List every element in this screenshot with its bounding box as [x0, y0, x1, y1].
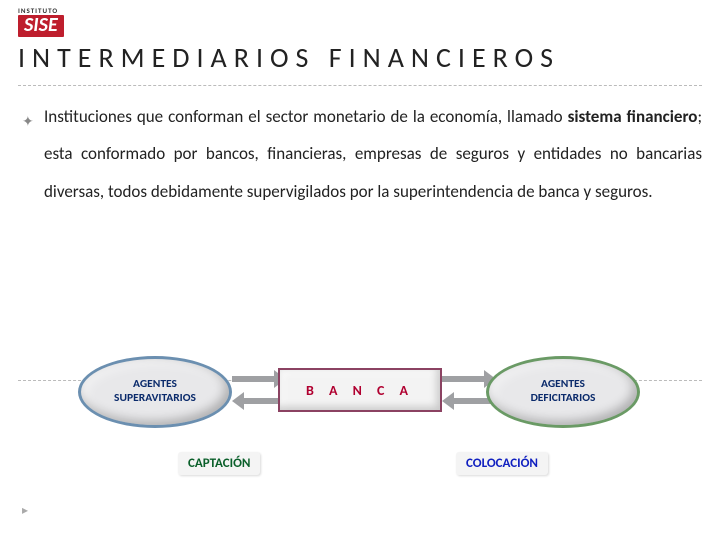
node-right-line2: DEFICITARIOS [531, 392, 596, 406]
footer-marker-icon: ▸ [22, 503, 28, 518]
paragraph-bold: sistema financiero [568, 106, 698, 127]
logo-main-text: SISE [18, 15, 64, 37]
arrow-right-to-center-head-icon [442, 392, 454, 410]
paragraph-pre: Instituciones que conforman el sector mo… [44, 106, 568, 127]
node-center-label: B A N C A [306, 382, 414, 399]
label-captacion: CAPTACIÓN [178, 452, 260, 475]
logo: INSTITUTO SISE [18, 6, 64, 37]
node-agentes-deficitarios: AGENTES DEFICITARIOS [486, 356, 640, 428]
node-right-line1: AGENTES [531, 378, 596, 392]
node-left-line1: AGENTES [114, 378, 196, 392]
body-paragraph: ✦ Instituciones que conforman el sector … [18, 98, 702, 381]
bullet-icon: ✦ [22, 107, 34, 138]
body-text: Instituciones que conforman el sector mo… [44, 98, 702, 210]
slide: INSTITUTO SISE INTERMEDIARIOS FINANCIERO… [0, 0, 720, 540]
arrow-center-to-left-head-icon [232, 392, 244, 410]
label-colocacion: COLOCACIÓN [456, 452, 548, 475]
arrow-center-to-right-bar [442, 376, 484, 382]
node-left-line2: SUPERAVITARIOS [114, 392, 196, 406]
node-agentes-superavitarios: AGENTES SUPERAVITARIOS [78, 356, 232, 428]
page-title: INTERMEDIARIOS FINANCIEROS [18, 40, 702, 86]
flow-diagram: AGENTES SUPERAVITARIOS B A N C A AGENTES… [0, 346, 720, 496]
node-banca: B A N C A [278, 368, 442, 412]
arrow-left-to-center-bar [232, 376, 274, 382]
